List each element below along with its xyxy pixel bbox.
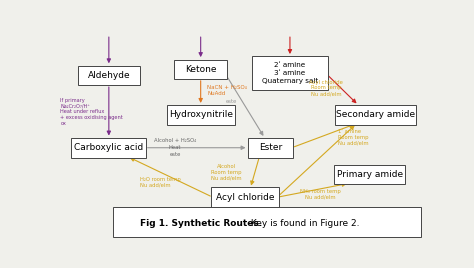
- Text: H₂O room temp
Nu add/elm: H₂O room temp Nu add/elm: [140, 177, 181, 188]
- FancyBboxPatch shape: [247, 138, 293, 158]
- Text: este: este: [226, 99, 237, 104]
- Text: Secondary amide: Secondary amide: [337, 110, 416, 119]
- FancyBboxPatch shape: [336, 105, 416, 125]
- FancyBboxPatch shape: [174, 59, 228, 79]
- Text: Alcohol + H₂SO₄: Alcohol + H₂SO₄: [154, 138, 196, 143]
- Text: Key is found in Figure 2.: Key is found in Figure 2.: [248, 218, 360, 228]
- Text: 2ʹ amine
3ʹ amine
Quaternary salt: 2ʹ amine 3ʹ amine Quaternary salt: [262, 62, 318, 84]
- Text: Aldehyde: Aldehyde: [88, 71, 130, 80]
- Text: Ester: Ester: [259, 143, 282, 152]
- Text: NaCN + H₂SO₄
NuAdd: NaCN + H₂SO₄ NuAdd: [207, 85, 247, 96]
- Text: Fig 1. Synthetic Routes.: Fig 1. Synthetic Routes.: [140, 218, 262, 228]
- FancyBboxPatch shape: [334, 165, 405, 184]
- FancyBboxPatch shape: [112, 207, 421, 237]
- Text: Primary amide: Primary amide: [337, 170, 403, 179]
- Text: Carboxylic acid: Carboxylic acid: [74, 143, 144, 152]
- Text: Alcohol
Room temp
Nu add/elm: Alcohol Room temp Nu add/elm: [211, 164, 242, 181]
- FancyBboxPatch shape: [71, 138, 146, 158]
- Text: If primary
Na₂Cr₂O₇/H⁺
Heat under reflux
+ excess oxidising agent
ox: If primary Na₂Cr₂O₇/H⁺ Heat under reflux…: [60, 98, 123, 126]
- FancyBboxPatch shape: [252, 56, 328, 91]
- FancyBboxPatch shape: [211, 187, 279, 207]
- Text: Hydroxynitrile: Hydroxynitrile: [169, 110, 233, 119]
- Text: NH₃ room temp
Nu add/elm: NH₃ room temp Nu add/elm: [300, 189, 340, 200]
- Text: Ketone: Ketone: [185, 65, 217, 74]
- Text: Heat: Heat: [169, 145, 181, 150]
- Text: este: este: [169, 152, 181, 157]
- FancyBboxPatch shape: [167, 105, 235, 125]
- FancyBboxPatch shape: [78, 66, 140, 85]
- Text: Acyl chloride
Room temp
Nu add/elm: Acyl chloride Room temp Nu add/elm: [309, 80, 343, 96]
- Text: 1ʹ amine
Room temp
Nu add/elm: 1ʹ amine Room temp Nu add/elm: [338, 129, 369, 146]
- Text: Acyl chloride: Acyl chloride: [216, 193, 274, 202]
